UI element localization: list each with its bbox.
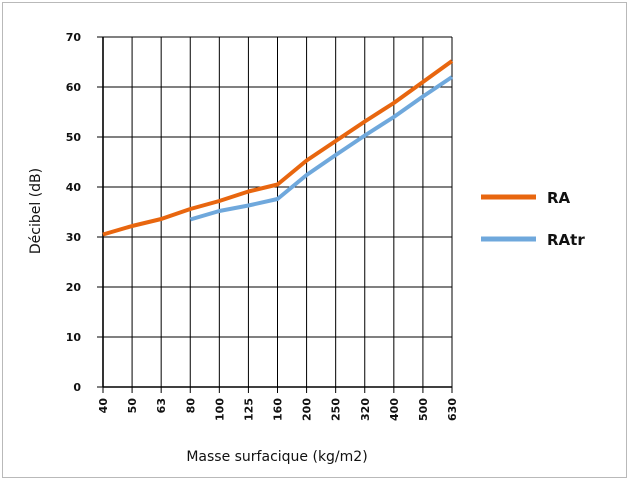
y-tick-label: 40 [66, 181, 82, 194]
y-axis-title: Décibel (dB) [28, 168, 44, 254]
x-tick-label: 250 [330, 398, 343, 421]
y-tick-label: 10 [66, 331, 82, 344]
y-tick-label: 20 [66, 281, 82, 294]
y-tick-labels: 0 10 20 30 40 50 60 70 [66, 31, 82, 394]
x-tick-label: 100 [213, 398, 226, 421]
x-tick-label: 160 [272, 398, 285, 421]
x-tick-label: 63 [155, 398, 168, 413]
legend-label-ra: RA [547, 189, 571, 207]
x-tick-label: 125 [242, 398, 255, 421]
grid [97, 36, 453, 393]
x-tick-label: 50 [126, 398, 139, 414]
x-tick-label: 400 [388, 398, 401, 421]
series-lines [102, 59, 454, 237]
legend: RA RAtr [481, 189, 585, 249]
y-tick-label: 50 [66, 131, 82, 144]
y-tick-label: 60 [66, 81, 82, 94]
x-tick-label: 200 [301, 398, 314, 421]
legend-label-ratr: RAtr [547, 231, 585, 249]
series-line-ra [102, 59, 454, 237]
y-tick-label: 0 [73, 381, 81, 394]
x-tick-label: 500 [417, 398, 430, 421]
x-tick-label: 80 [184, 398, 197, 414]
x-axis-title: Masse surfacique (kg/m2) [186, 449, 367, 465]
y-tick-label: 30 [66, 231, 82, 244]
x-tick-label: 320 [359, 398, 372, 421]
x-tick-labels: 40 50 63 80 100 125 160 200 250 320 400 500 630 [97, 398, 459, 421]
series-line-ratr [189, 75, 454, 222]
x-tick-label: 40 [97, 398, 110, 414]
x-tick-label: 630 [446, 398, 459, 421]
y-tick-label: 70 [66, 31, 82, 44]
